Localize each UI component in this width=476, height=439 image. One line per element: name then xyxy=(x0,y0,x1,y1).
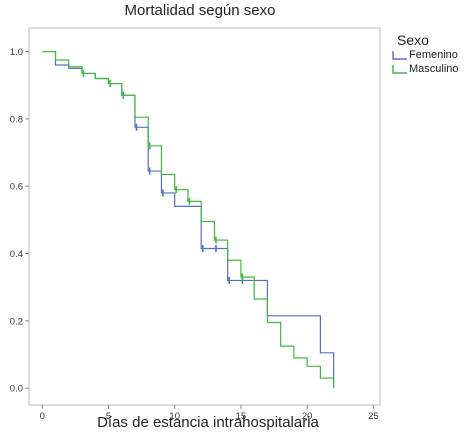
legend-label: Femenino xyxy=(409,49,458,61)
legend-swatch-line xyxy=(392,65,407,74)
legend-swatch-femenino xyxy=(392,51,407,60)
y-axis-ticks: 0.0 0.2 0.4 0.6 0.8 1.0 xyxy=(10,47,29,395)
x-tick-label-4: 20 xyxy=(302,411,313,422)
legend-label: Masculino xyxy=(409,63,459,75)
legend-item-masculino: Masculino xyxy=(391,62,459,76)
plot-frame xyxy=(28,27,381,406)
series-line-masculino xyxy=(42,50,335,387)
legend: Sexo Femenino Masculino xyxy=(391,32,459,76)
y-tick-label-4: 0.8 xyxy=(10,114,23,125)
x-axis-ticks: 0 5 10 15 20 25 xyxy=(40,405,379,422)
legend-item-femenino: Femenino xyxy=(391,48,459,62)
legend-swatch-masculino xyxy=(392,65,407,74)
x-tick-label-5: 25 xyxy=(368,411,379,422)
x-tick-label-3: 15 xyxy=(236,411,247,422)
legend-title: Sexo xyxy=(397,32,429,48)
y-tick-label-2: 0.4 xyxy=(10,249,23,260)
x-tick-label-1: 5 xyxy=(106,411,111,422)
x-axis-title: Días de estancia intrahospitalaria xyxy=(97,414,319,431)
legend-swatch-line xyxy=(392,51,407,60)
y-tick-label-1: 0.2 xyxy=(10,316,23,327)
x-tick-label-0: 0 xyxy=(40,411,45,422)
series-group xyxy=(42,50,335,389)
legend-items: Femenino Masculino xyxy=(391,48,459,76)
y-tick-label-3: 0.6 xyxy=(10,182,23,193)
x-tick-label-2: 10 xyxy=(169,411,180,422)
chart-title: Mortalidad según sexo xyxy=(124,2,276,19)
y-tick-label-5: 1.0 xyxy=(10,47,23,58)
y-tick-label-0: 0.0 xyxy=(10,384,23,395)
